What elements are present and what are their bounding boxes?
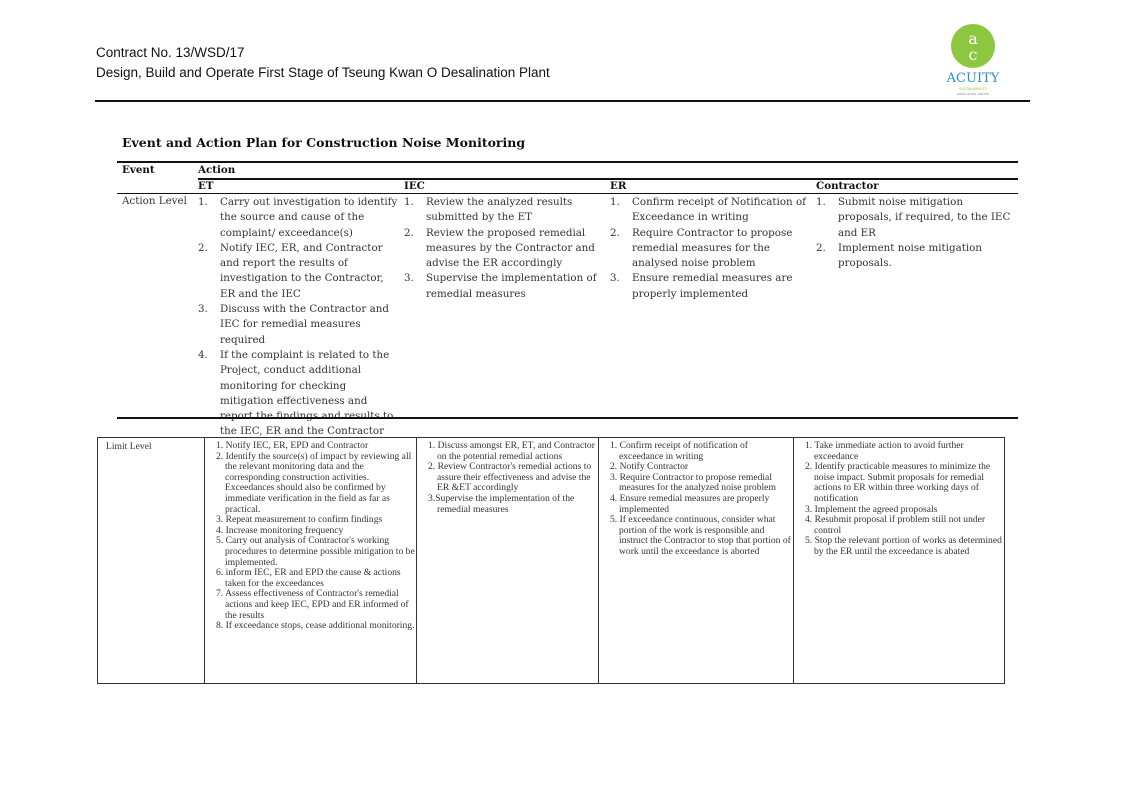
action-header: Action	[198, 164, 236, 176]
list-item: 4. If the complaint is related to the Pro…	[198, 348, 400, 440]
list-item: 4. Ensure remedial measures are properly…	[610, 492, 770, 515]
list-item: 1. Take immediate action to avoid furthe…	[805, 440, 964, 462]
list-item: 2. Notify IEC, ER, and Contractor and rep…	[198, 241, 400, 302]
list-item: 1. Discuss amongst ER, ET, and Contracto…	[428, 440, 595, 462]
list-item: 4. Resubmit proposal if problem still no…	[805, 514, 986, 536]
item-text: Require Contractor to propose remedial m…	[632, 226, 793, 270]
limit-level-cell-0: 1. Notify IEC, ER, EPD and Contractor 2. …	[204, 438, 416, 683]
list-item: 2. Review the proposed remedial measures …	[404, 226, 606, 272]
list-item: 4. Increase monitoring frequency	[216, 524, 344, 536]
item-number: 1.	[816, 196, 826, 208]
item-number: 3.	[198, 303, 208, 316]
action-level-cell-er: 1. Confirm receipt of Notification of Exc…	[610, 195, 812, 302]
list-item: 3. Repeat measurement to confirm finding…	[216, 514, 383, 526]
svg-text:a: a	[968, 29, 978, 48]
action-level-cell-et: 1. Carry out investigation to identify th…	[198, 195, 400, 440]
item-number: 1.	[198, 196, 208, 208]
list-item: 3. Discuss with the Contractor and IEC fo…	[198, 302, 400, 348]
list-item: 2. Require Contractor to propose remedial…	[610, 226, 812, 272]
item-number: 1.	[610, 196, 620, 208]
project-title: Design, Build and Operate First Stage of…	[96, 65, 550, 80]
list-item: 5. If exceedance continuous, consider wh…	[610, 514, 791, 557]
limit-level-cell-2: 1. Confirm receipt of notification of ex…	[598, 438, 793, 683]
item-text: Review the analyzed results submitted by…	[426, 196, 573, 224]
svg-text:ACUITY: ACUITY	[946, 71, 1000, 86]
header-divider	[95, 100, 1030, 102]
svg-text:CONSULTING LIMITED: CONSULTING LIMITED	[957, 92, 990, 96]
list-item: 2. Identify practicable measures to mini…	[805, 461, 991, 504]
item-text: If the complaint is related to the Proje…	[220, 348, 393, 438]
list-item: 2. Review Contractor's remedial actions …	[428, 461, 592, 494]
list-item: 2. Implement noise mitigation proposals.	[816, 241, 1018, 272]
item-text: Ensure remedial measures are properly im…	[632, 272, 793, 300]
contract-number: Contract No. 13/WSD/17	[96, 45, 245, 60]
list-item: 1. Review the analyzed results submitted …	[404, 195, 606, 226]
col-contractor: Contractor	[816, 180, 879, 192]
list-item: 3. Require Contractor to propose remedia…	[610, 471, 776, 494]
item-text: Submit noise mitigation proposals, if re…	[838, 196, 1011, 239]
limit-level-table: Limit Level 1. Notify IEC, ER, EPD and C…	[97, 437, 1005, 684]
document-title: Event and Action Plan for Construction N…	[122, 135, 526, 150]
list-item: 1. Confirm receipt of Notification of Exc…	[610, 195, 812, 226]
item-number: 3.	[610, 272, 620, 285]
item-number: 2.	[816, 241, 826, 254]
action-level-cell-contractor: 1. Submit noise mitigation proposals, if …	[816, 195, 1018, 271]
row-label-limit-level: Limit Level	[106, 441, 152, 452]
item-text: Carry out investigation to identify the …	[220, 196, 398, 239]
svg-text:c: c	[969, 45, 978, 64]
event-header: Event	[122, 164, 155, 176]
item-number: 1.	[404, 196, 414, 208]
row-label-action-level: Action Level	[122, 195, 187, 207]
item-number: 2.	[198, 241, 208, 254]
list-item: 1. Confirm receipt of notification of ex…	[610, 440, 749, 462]
svg-text:SUSTAINABILITY: SUSTAINABILITY	[959, 87, 988, 91]
item-number: 4.	[198, 348, 208, 361]
list-item: 2. Identify the source(s) of impact by r…	[216, 450, 412, 515]
limit-level-cell-1: 1. Discuss amongst ER, ET, and Contracto…	[416, 438, 598, 683]
item-text: Notify IEC, ER, and Contractor and repor…	[220, 241, 384, 300]
list-item: 6. inform IEC, ER and EPD the cause & ac…	[216, 567, 401, 589]
acuity-logo: a c ACUITY SUSTAINABILITY CONSULTING LIM…	[938, 22, 1008, 102]
item-text: Supervise the implementation of remedial…	[426, 272, 597, 300]
col-iec: IEC	[404, 180, 425, 192]
item-text: Review the proposed remedial measures by…	[426, 226, 595, 270]
list-item: 3.Supervise the implementation of the re…	[428, 492, 575, 515]
item-text: Discuss with the Contractor and IEC for …	[220, 303, 389, 346]
col-et: ET	[198, 180, 214, 192]
col-er: ER	[610, 180, 627, 192]
item-text: Confirm receipt of Notification of Excee…	[632, 196, 806, 224]
list-item: 1. Carry out investigation to identify th…	[198, 195, 400, 241]
list-item: 5. Stop the relevant portion of works as…	[805, 535, 1002, 557]
list-item: 1. Notify IEC, ER, EPD and Contractor	[216, 440, 369, 451]
action-level-table: Event Action ET IEC ER Contractor Action…	[117, 161, 1018, 437]
list-item: 2. Notify Contractor	[610, 461, 689, 473]
list-item: 3. Implement the agreed proposals	[805, 503, 938, 515]
item-text: Implement noise mitigation proposals.	[838, 241, 982, 270]
action-level-cell-iec: 1. Review the analyzed results submitted …	[404, 195, 606, 302]
list-item: 8. If exceedance stops, cease additional…	[216, 620, 415, 632]
limit-level-cell-3: 1. Take immediate action to avoid furthe…	[793, 438, 1005, 683]
list-item: 7. Assess effectiveness of Contractor's …	[216, 588, 409, 621]
item-number: 3.	[404, 272, 414, 285]
list-item: 1. Submit noise mitigation proposals, if …	[816, 195, 1018, 241]
list-item: 3. Supervise the implementation of remedi…	[404, 271, 606, 302]
list-item: 5. Carry out analysis of Contractor's wo…	[216, 535, 415, 568]
list-item: 3. Ensure remedial measures are properly …	[610, 271, 812, 302]
item-number: 2.	[404, 226, 414, 239]
item-number: 2.	[610, 226, 620, 239]
